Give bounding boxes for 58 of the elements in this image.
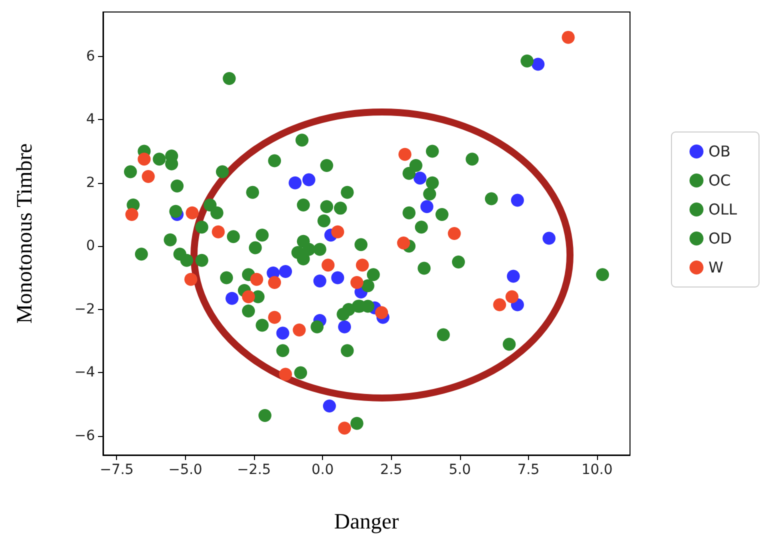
point xyxy=(186,206,199,220)
x-tick-label: −5.0 xyxy=(168,462,202,478)
y-tick-label: −6 xyxy=(74,428,96,444)
legend-label: OD xyxy=(708,230,732,248)
point xyxy=(506,270,520,283)
y-tick-label: −4 xyxy=(74,364,96,381)
point xyxy=(331,225,344,238)
point xyxy=(125,208,138,222)
point xyxy=(338,320,352,334)
point xyxy=(398,148,412,161)
legend-label: W xyxy=(708,258,724,276)
point xyxy=(414,172,427,185)
point xyxy=(276,326,290,340)
legend-label: OLL xyxy=(708,200,738,218)
point xyxy=(375,306,388,320)
point xyxy=(420,200,434,214)
point xyxy=(184,272,198,286)
legend-label: OC xyxy=(708,172,731,190)
x-tick-label: 2.5 xyxy=(380,462,402,478)
point xyxy=(212,225,225,238)
point xyxy=(510,194,524,207)
point xyxy=(302,173,316,186)
point xyxy=(292,324,306,337)
y-tick-label: 4 xyxy=(86,112,96,128)
x-tick-label: 5.0 xyxy=(448,462,471,478)
point xyxy=(350,276,364,290)
y-axis-title: Monotonous Timbre xyxy=(12,143,36,324)
legend-label: OB xyxy=(708,142,731,160)
point xyxy=(250,272,264,286)
point xyxy=(562,30,575,44)
point xyxy=(505,290,518,304)
point xyxy=(142,170,155,184)
point xyxy=(268,310,282,324)
point xyxy=(338,422,352,435)
x-tick-label: 0.0 xyxy=(311,462,334,478)
point xyxy=(268,276,282,290)
point xyxy=(448,227,461,240)
point xyxy=(313,274,326,288)
point xyxy=(331,271,344,284)
point xyxy=(356,258,369,272)
y-tick-label: 2 xyxy=(86,174,95,191)
y-tick-label: −2 xyxy=(74,301,95,318)
point xyxy=(322,258,335,272)
point xyxy=(542,232,556,245)
point xyxy=(288,176,302,190)
point xyxy=(226,292,239,305)
y-tick-label: 0 xyxy=(86,238,95,254)
y-tick-label: 6 xyxy=(86,48,96,64)
point xyxy=(322,399,336,412)
point xyxy=(532,58,545,71)
x-axis-title: Danger xyxy=(334,508,400,534)
x-tick-label: −2.5 xyxy=(236,462,271,478)
point xyxy=(493,298,506,312)
point xyxy=(279,368,292,381)
x-tick-label: −7.5 xyxy=(100,462,134,478)
x-tick-label: 7.5 xyxy=(517,462,540,478)
x-tick-label: 10.0 xyxy=(581,462,613,478)
point xyxy=(279,264,292,278)
